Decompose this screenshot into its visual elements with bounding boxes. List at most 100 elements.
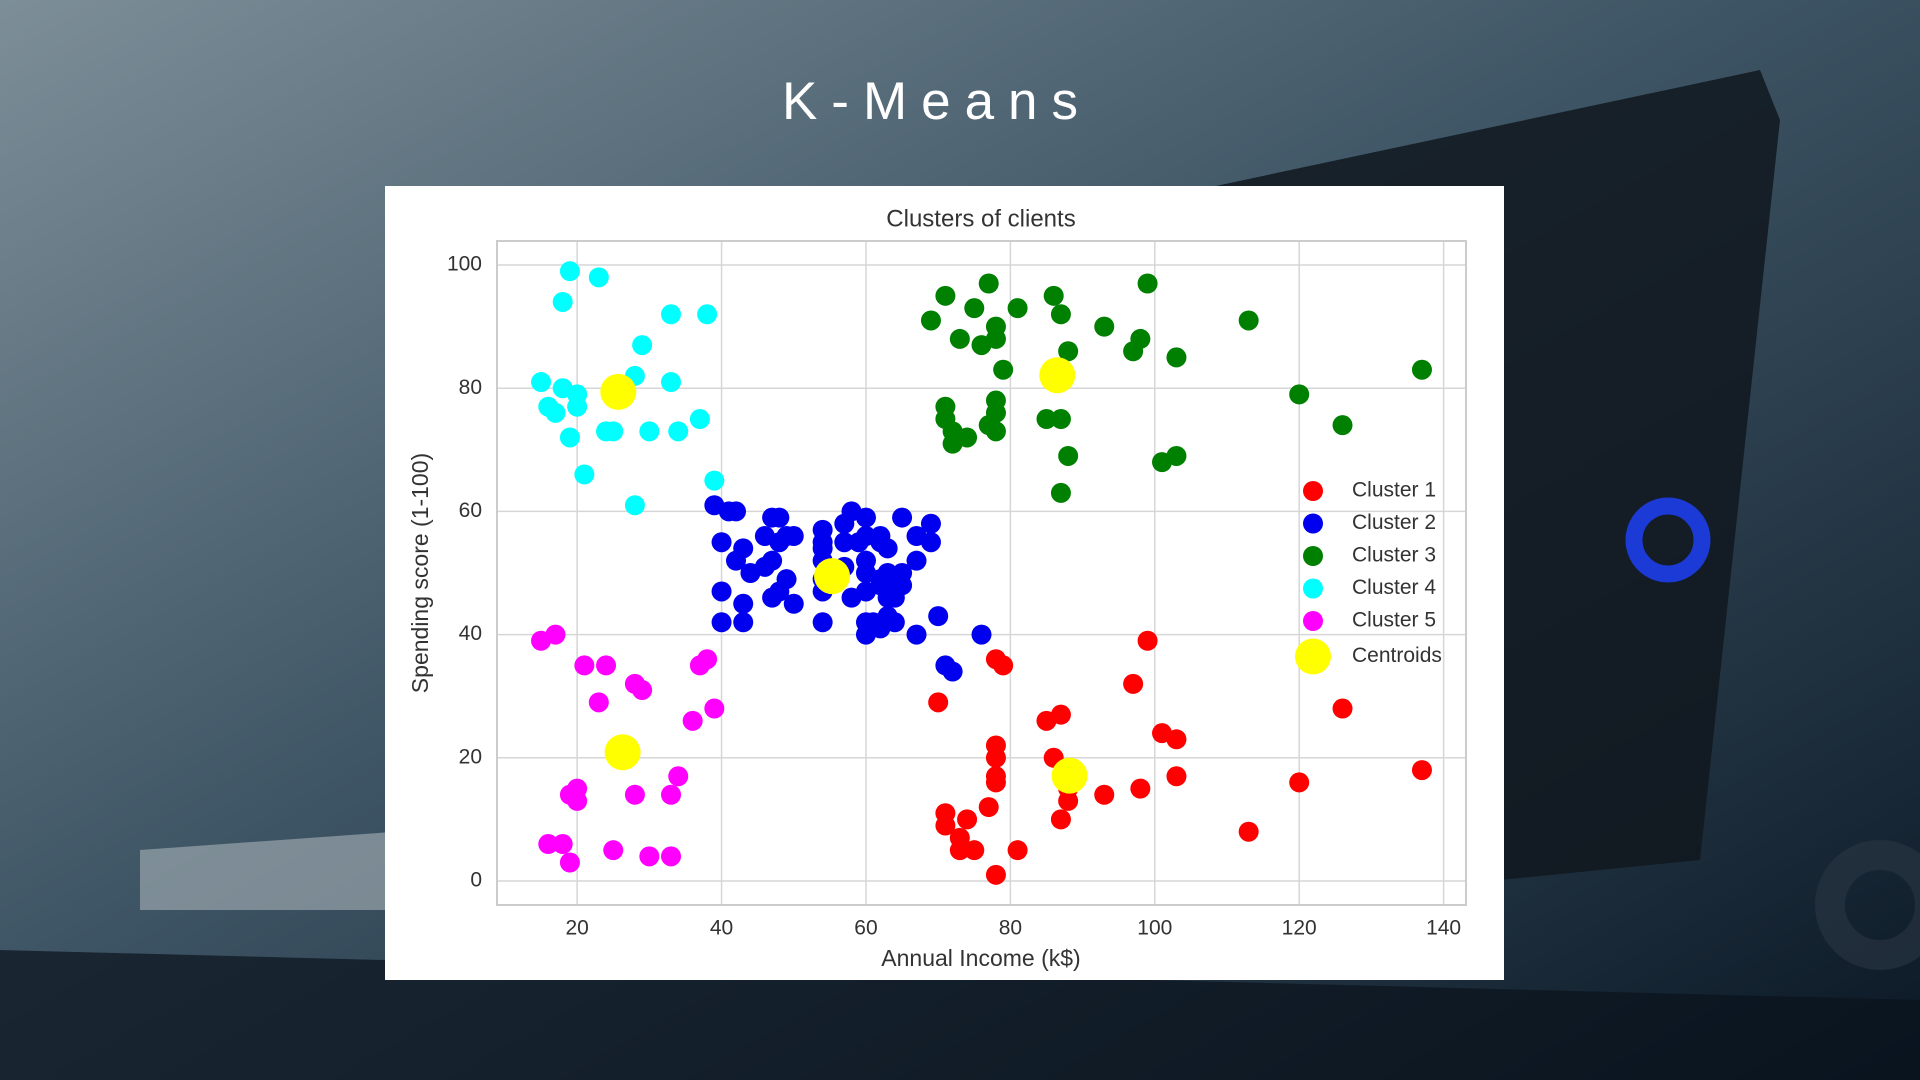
point	[1094, 316, 1115, 337]
point	[1166, 766, 1187, 787]
point	[1166, 729, 1187, 750]
point	[639, 846, 660, 867]
legend-marker	[1303, 611, 1323, 631]
plot-frame	[496, 240, 1467, 906]
point	[769, 507, 790, 528]
point	[697, 649, 718, 670]
point	[1332, 698, 1353, 719]
point	[1411, 760, 1432, 781]
point	[1007, 298, 1028, 319]
legend: Cluster 1 Cluster 2 Cluster 3 Cluster 4 Clus…	[1295, 479, 1442, 675]
point	[552, 834, 573, 855]
centroid	[604, 734, 641, 771]
point	[1130, 778, 1151, 799]
point	[776, 569, 797, 590]
point	[762, 550, 783, 571]
point	[718, 501, 739, 522]
y-tick-label: 0	[470, 869, 482, 892]
point	[971, 624, 992, 645]
point	[812, 612, 833, 633]
point	[935, 285, 956, 306]
point	[668, 766, 689, 787]
point	[1166, 347, 1187, 368]
point	[531, 372, 552, 393]
point	[1289, 384, 1310, 405]
point	[711, 532, 732, 553]
legend-label: Cluster 4	[1352, 576, 1436, 599]
point	[1050, 304, 1071, 325]
point	[855, 550, 876, 571]
point	[978, 273, 999, 294]
legend-marker	[1303, 578, 1323, 599]
point	[552, 378, 573, 399]
point	[935, 815, 956, 836]
x-tick-label: 140	[1426, 917, 1461, 940]
point	[1050, 704, 1071, 725]
laptop-base	[140, 830, 420, 910]
point	[733, 538, 754, 559]
point	[928, 606, 949, 627]
point	[957, 809, 978, 830]
point	[855, 507, 876, 528]
point	[1411, 359, 1432, 380]
x-tick-label: 120	[1282, 917, 1317, 940]
point	[711, 581, 732, 602]
point	[877, 563, 898, 583]
y-tick-label: 100	[447, 253, 482, 276]
point	[689, 409, 710, 430]
point	[949, 840, 970, 861]
point	[1043, 285, 1064, 306]
point	[985, 421, 1006, 442]
point	[942, 661, 963, 682]
point	[906, 624, 927, 645]
point	[1289, 772, 1310, 793]
point	[574, 655, 595, 676]
point	[545, 624, 566, 645]
point	[964, 298, 985, 319]
point	[567, 396, 588, 417]
deco-ring	[1625, 497, 1711, 583]
point	[1137, 630, 1158, 651]
point	[1050, 409, 1071, 430]
point	[1166, 445, 1187, 466]
point	[545, 402, 566, 423]
legend-label: Centroids	[1352, 644, 1442, 667]
point	[559, 852, 580, 873]
legend-marker	[1303, 546, 1323, 566]
point	[877, 538, 898, 559]
point	[1238, 821, 1259, 842]
point	[1058, 445, 1079, 466]
point	[603, 840, 624, 861]
floor-shadow	[0, 950, 1920, 1080]
point	[559, 261, 580, 282]
point	[559, 427, 580, 448]
point	[574, 464, 595, 485]
point	[978, 797, 999, 818]
centroid	[1051, 757, 1088, 794]
deco-ring	[1815, 840, 1920, 970]
point	[661, 846, 682, 867]
point	[812, 519, 833, 540]
point	[567, 790, 588, 811]
legend-label: Cluster 5	[1352, 609, 1436, 632]
legend-label: Cluster 3	[1352, 544, 1436, 567]
point	[538, 834, 559, 855]
point	[1130, 328, 1151, 349]
point	[985, 772, 1006, 793]
y-tick-label: 60	[459, 499, 482, 522]
point	[985, 864, 1006, 885]
point	[928, 692, 949, 713]
legend-marker	[1303, 513, 1323, 534]
point	[632, 680, 653, 701]
point	[624, 784, 645, 805]
point	[704, 698, 725, 719]
point	[964, 840, 985, 861]
point	[1137, 273, 1158, 294]
point	[920, 532, 941, 553]
point	[1007, 840, 1028, 861]
point	[949, 328, 970, 349]
point	[697, 304, 718, 325]
point	[783, 593, 804, 614]
point	[588, 692, 609, 713]
